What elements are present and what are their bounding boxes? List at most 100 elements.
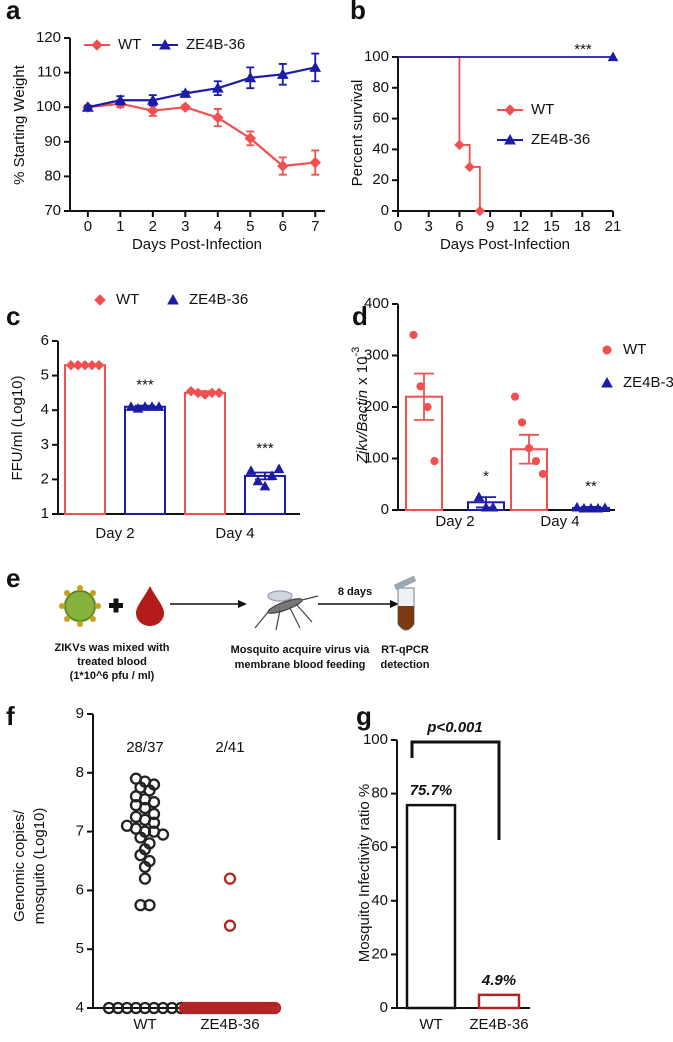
arrow-label: 8 days [338, 586, 372, 598]
annotation: p<0.001 [426, 719, 482, 736]
annotation: *** [574, 41, 592, 58]
legend-label: WT [116, 291, 139, 308]
marker [185, 385, 197, 397]
value-label: 4.9% [481, 972, 516, 989]
significance-label: * [483, 468, 489, 485]
marker [430, 456, 439, 466]
marker [309, 61, 322, 72]
marker [504, 133, 516, 145]
blood-drop-icon [136, 586, 164, 626]
mosquito-icon [254, 590, 319, 631]
legend-label: WT [531, 101, 554, 118]
x-tick-label: 6 [455, 218, 463, 235]
step-caption: membrane blood feeding [235, 659, 366, 671]
y-tick-label: 40 [372, 140, 389, 157]
dot [156, 828, 170, 841]
dot [223, 919, 237, 932]
x-tick-label: 5 [246, 218, 254, 235]
bar [477, 993, 521, 1010]
y-tick-label: 8 [76, 764, 84, 781]
bar [124, 405, 166, 515]
x-tick-label: Day 4 [540, 513, 579, 530]
step-caption: detection [381, 659, 430, 671]
marker [252, 475, 264, 486]
y-axis-label-part: x 10 [354, 357, 371, 385]
marker [524, 444, 534, 453]
marker [244, 71, 257, 83]
plus-icon [109, 598, 123, 613]
marker [538, 469, 548, 479]
marker [93, 360, 105, 371]
marker [245, 465, 257, 475]
marker [65, 360, 77, 371]
x-tick-label: 3 [425, 218, 433, 235]
dot [138, 860, 152, 874]
y-tick-label: 5 [76, 940, 84, 957]
panel-letter: e [6, 563, 20, 593]
x-tick-label: ZE4B-36 [469, 1016, 528, 1033]
y-tick-label: 0 [381, 202, 389, 219]
marker [464, 161, 475, 173]
x-tick-label: 18 [574, 218, 591, 235]
y-tick-label: 100 [36, 98, 61, 115]
dot [147, 816, 161, 829]
y-tick-label: 80 [44, 167, 61, 184]
marker [72, 360, 84, 371]
y-tick-label: 7 [76, 823, 84, 840]
panel-letter: f [6, 701, 15, 731]
marker [585, 502, 597, 513]
x-tick-label: WT [419, 1016, 442, 1033]
step-caption: RT-qPCR [381, 644, 429, 656]
y-axis-label-part: -3 [350, 347, 362, 357]
marker [480, 501, 492, 512]
y-tick-label: 3 [41, 436, 49, 453]
legend-label: ZE4B-36 [531, 131, 590, 148]
y-axis-label: FFU/ml (Log10) [9, 375, 26, 480]
marker [602, 345, 612, 355]
y-axis-label: Zikv/Bactin x 10-3 [350, 347, 371, 465]
dot [143, 898, 156, 912]
count-label: 28/37 [126, 739, 164, 756]
x-tick-label: 1 [116, 218, 124, 235]
step-caption: (1*10^6 pfu / ml) [70, 670, 155, 682]
marker [276, 68, 289, 79]
y-tick-label: 4 [41, 401, 49, 418]
y-tick-label: 70 [44, 202, 61, 219]
series-line [87, 102, 316, 168]
marker [531, 456, 541, 466]
significance-label: ** [585, 478, 597, 495]
marker [147, 104, 159, 117]
x-tick-label: 9 [486, 218, 494, 235]
marker [125, 401, 137, 411]
panel-letter: c [6, 301, 20, 331]
panel-letter: d [352, 301, 368, 331]
y-tick-label: 5 [41, 367, 49, 384]
marker [571, 501, 583, 512]
marker [309, 156, 321, 169]
y-tick-label: 2 [41, 470, 49, 487]
marker [409, 330, 418, 339]
y-tick-label: 6 [41, 332, 49, 349]
marker [473, 491, 485, 502]
x-tick-label: Day 2 [435, 513, 474, 530]
y-tick-label: 300 [364, 346, 389, 363]
x-tick-label: 12 [513, 218, 530, 235]
marker [213, 387, 225, 399]
marker [277, 160, 289, 172]
marker [423, 402, 432, 412]
marker [244, 132, 256, 145]
error-bar [414, 372, 434, 421]
marker [601, 376, 613, 388]
marker [114, 94, 127, 105]
marker [592, 502, 604, 513]
marker [146, 401, 158, 411]
marker [91, 39, 103, 51]
y-tick-label: 9 [76, 705, 84, 722]
x-tick-label: 3 [181, 218, 189, 235]
x-tick-label: 15 [543, 218, 560, 235]
significance-label: *** [136, 377, 154, 394]
y-axis-label-part: Zikv/Bactin [354, 390, 371, 464]
x-tick-label: 0 [394, 218, 402, 235]
y-tick-label: 60 [372, 110, 389, 127]
y-tick-label: 100 [364, 449, 389, 466]
